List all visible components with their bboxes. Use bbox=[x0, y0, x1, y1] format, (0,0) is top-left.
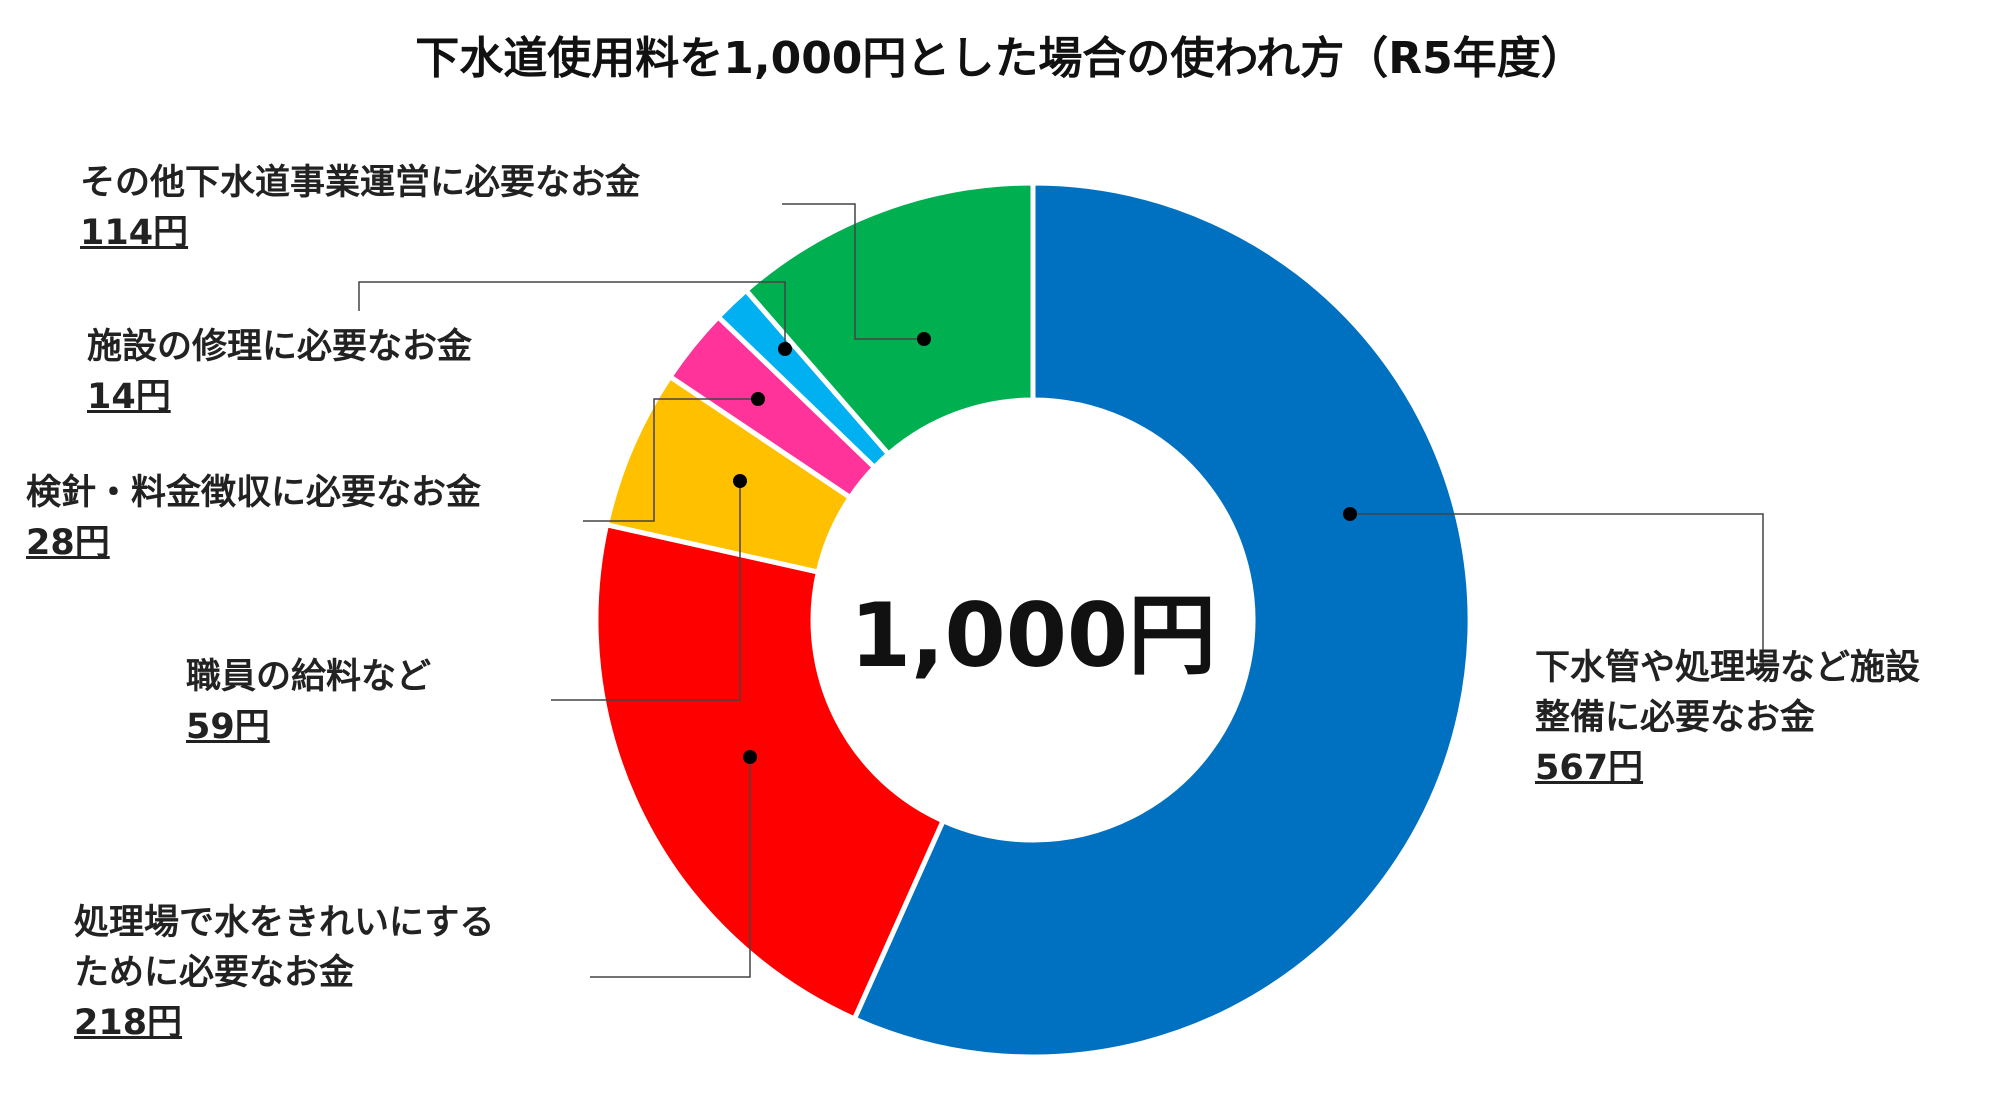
leader-dot bbox=[778, 342, 792, 356]
leader-line bbox=[551, 481, 741, 701]
donut-slice bbox=[593, 521, 947, 1023]
slice-label: 職員の給料など 59円 bbox=[186, 652, 431, 752]
slice-label: 下水管や処理場など施設 整備に必要なお金 567円 bbox=[1535, 643, 1920, 793]
slice-label: その他下水道事業運営に必要なお金 114円 bbox=[80, 158, 640, 258]
leader-dot bbox=[1343, 507, 1357, 521]
category-label: 職員の給料など bbox=[186, 657, 432, 697]
value-label: 59円 bbox=[186, 707, 270, 747]
slice-label: 施設の修理に必要なお金 14円 bbox=[87, 322, 472, 422]
leader-dot bbox=[751, 392, 765, 406]
leader-line bbox=[583, 398, 758, 522]
category-label: 処理場で水をきれいにする ために必要なお金 bbox=[74, 903, 495, 993]
center-label: 1,000円 bbox=[849, 584, 1217, 687]
category-label: 施設の修理に必要なお金 bbox=[87, 327, 473, 367]
leader-dot bbox=[743, 750, 757, 764]
slice-label: 処理場で水をきれいにする ために必要なお金 218円 bbox=[74, 898, 494, 1048]
chart-title: 下水道使用料を1,000円とした場合の使われ方（R5年度） bbox=[415, 33, 1585, 84]
leader-line bbox=[590, 757, 751, 978]
leader-line bbox=[1350, 513, 1764, 668]
category-label: 検針・料金徴収に必要なお金 bbox=[26, 473, 482, 513]
donut-slice bbox=[851, 180, 1473, 1060]
value-label: 14円 bbox=[87, 377, 171, 417]
value-label: 567円 bbox=[1535, 748, 1644, 788]
leader-line bbox=[782, 203, 924, 340]
leader-dot bbox=[917, 332, 931, 346]
value-label: 218円 bbox=[74, 1003, 183, 1043]
leader-dot bbox=[733, 474, 747, 488]
value-label: 28円 bbox=[26, 523, 110, 563]
value-label: 114円 bbox=[80, 213, 189, 253]
donut-slice bbox=[742, 180, 1036, 458]
slice-label: 検針・料金徴収に必要なお金 28円 bbox=[26, 468, 481, 568]
category-label: 下水管や処理場など施設 整備に必要なお金 bbox=[1535, 648, 1921, 738]
category-label: その他下水道事業運営に必要なお金 bbox=[80, 163, 641, 203]
leader-line bbox=[358, 281, 786, 349]
